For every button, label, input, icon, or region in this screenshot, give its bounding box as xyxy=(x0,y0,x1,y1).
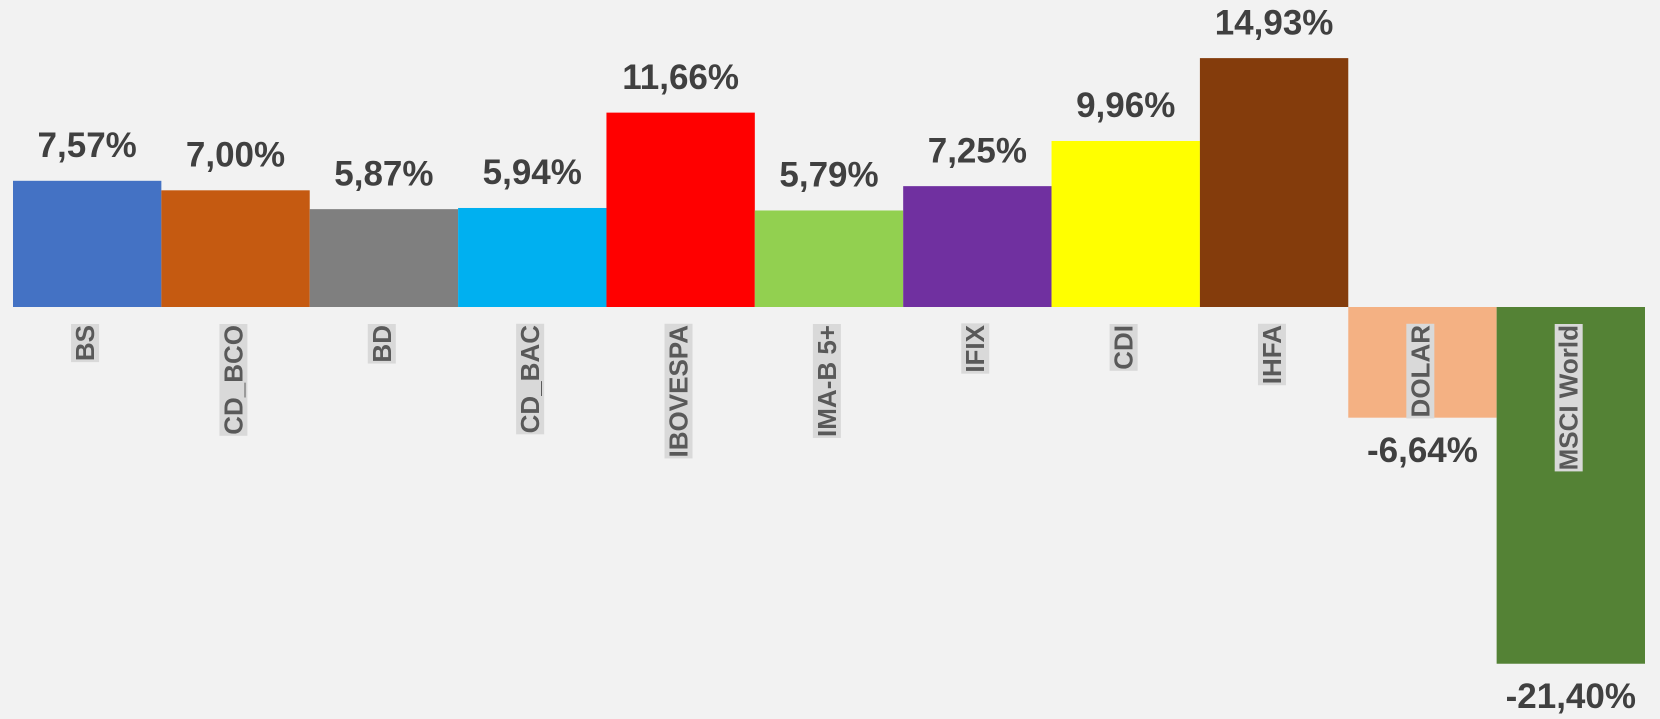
category-label: BD xyxy=(367,325,397,363)
bar xyxy=(13,180,162,307)
value-label: 7,57% xyxy=(38,126,137,165)
value-label: -21,40% xyxy=(1506,677,1636,716)
category-label: BS xyxy=(70,325,100,361)
value-label: 9,96% xyxy=(1076,86,1175,125)
category-label: MSCI World xyxy=(1554,325,1584,470)
category-label-bg xyxy=(516,323,545,435)
value-label: 5,94% xyxy=(483,153,582,192)
category-label-bg xyxy=(961,323,990,374)
value-label: 11,66% xyxy=(622,58,739,97)
value-label: -6,64% xyxy=(1367,431,1478,470)
category-label-bg xyxy=(367,324,396,364)
bar xyxy=(458,207,607,307)
category-label-bg xyxy=(71,324,100,363)
bar xyxy=(754,210,904,307)
value-label: 7,00% xyxy=(186,136,285,175)
category-label: CDI xyxy=(1109,325,1139,370)
bar xyxy=(161,190,310,307)
category-label-bg xyxy=(812,324,841,438)
category-label-bg xyxy=(664,323,693,459)
category-label-bg xyxy=(1257,323,1286,386)
category-label: IFIX xyxy=(960,324,990,372)
category-label: IMA-B 5+ xyxy=(812,325,842,437)
value-label: 14,93% xyxy=(1215,3,1334,42)
category-label-bg xyxy=(219,324,248,436)
category-label: DOLAR xyxy=(1405,325,1435,418)
category-label: CD_BAC xyxy=(515,325,545,434)
category-label: CD_BCO xyxy=(218,325,248,435)
value-label: 7,25% xyxy=(928,131,1027,170)
category-label-bg xyxy=(1554,324,1583,472)
category-label: IBOVESPA xyxy=(664,325,694,458)
category-label: IHFA xyxy=(1257,325,1287,384)
bar xyxy=(309,209,459,307)
bar xyxy=(1051,140,1200,307)
value-label: 5,79% xyxy=(779,156,878,195)
bar xyxy=(606,112,755,307)
category-label-bg xyxy=(1406,323,1435,419)
category-label-bg xyxy=(1109,324,1138,371)
bar xyxy=(1199,58,1349,308)
value-label: 5,87% xyxy=(334,154,433,193)
bar xyxy=(903,186,1052,307)
